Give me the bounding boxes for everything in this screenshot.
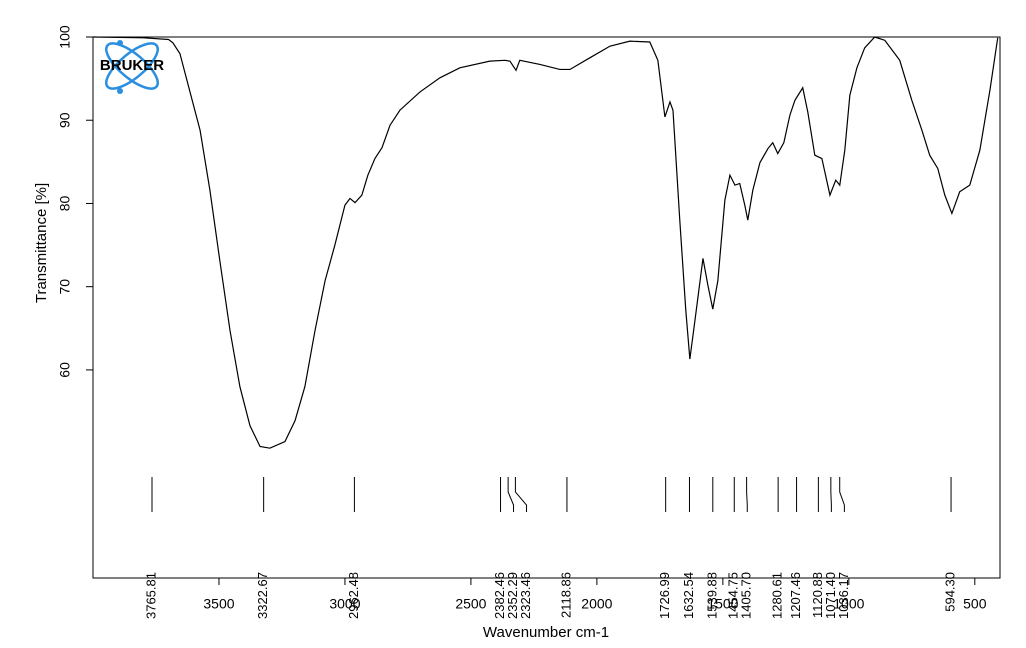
peak-label: 1726.99 <box>657 572 672 619</box>
peak-marker <box>839 477 845 512</box>
x-tick-label: 1000 <box>833 596 864 612</box>
x-tick-label: 3000 <box>329 596 360 612</box>
y-tick-label: 100 <box>57 25 73 49</box>
y-tick-label: 80 <box>57 195 73 211</box>
y-tick-label: 60 <box>57 362 73 378</box>
peak-marker <box>514 477 528 512</box>
logo-orbit <box>105 42 159 90</box>
plot-frame <box>92 36 1001 579</box>
peak-label: 1280.61 <box>770 572 785 619</box>
y-tick-label: 90 <box>57 112 73 128</box>
peak-label: 1454.75 <box>726 572 741 619</box>
peak-label: 2962.48 <box>346 572 361 619</box>
peak-label: 1207.46 <box>788 572 803 619</box>
peak-label: 2382.46 <box>492 572 507 619</box>
peak-marker <box>746 477 748 512</box>
peak-label: 594.30 <box>942 572 957 612</box>
peak-label: 2118.86 <box>558 572 573 618</box>
x-tick-label: 3500 <box>203 596 234 612</box>
peak-label: 1539.88 <box>704 572 719 619</box>
x-tick-label: 500 <box>963 596 987 612</box>
peak-marker <box>830 477 832 512</box>
x-tick-label: 1500 <box>707 596 738 612</box>
logo: BRUKER <box>100 40 164 94</box>
peak-label: 1405.70 <box>739 572 754 619</box>
peak-label: 1632.54 <box>681 572 696 619</box>
logo-text: BRUKER <box>100 57 164 74</box>
peak-label: 1036.17 <box>836 572 851 619</box>
y-tick-label: 70 <box>57 279 73 295</box>
peak-marker <box>507 477 515 512</box>
x-tick-label: 2500 <box>455 596 486 612</box>
x-tick-label: 2000 <box>581 596 612 612</box>
x-axis-label: Wavenumber cm-1 <box>483 624 609 641</box>
peak-label: 2323.46 <box>518 572 533 619</box>
peak-label: 3322.67 <box>255 572 270 619</box>
peak-label: 3765.81 <box>143 572 158 619</box>
y-axis-label: Transmittance [%] <box>33 183 50 303</box>
spectrum-line <box>92 36 999 449</box>
peak-label: 1120.88 <box>810 572 825 618</box>
peak-label: 1071.40 <box>823 572 838 619</box>
logo-orbit <box>105 42 159 90</box>
logo-dot <box>117 88 123 94</box>
peak-label: 2352.29 <box>505 572 520 619</box>
logo-dot <box>117 40 123 46</box>
